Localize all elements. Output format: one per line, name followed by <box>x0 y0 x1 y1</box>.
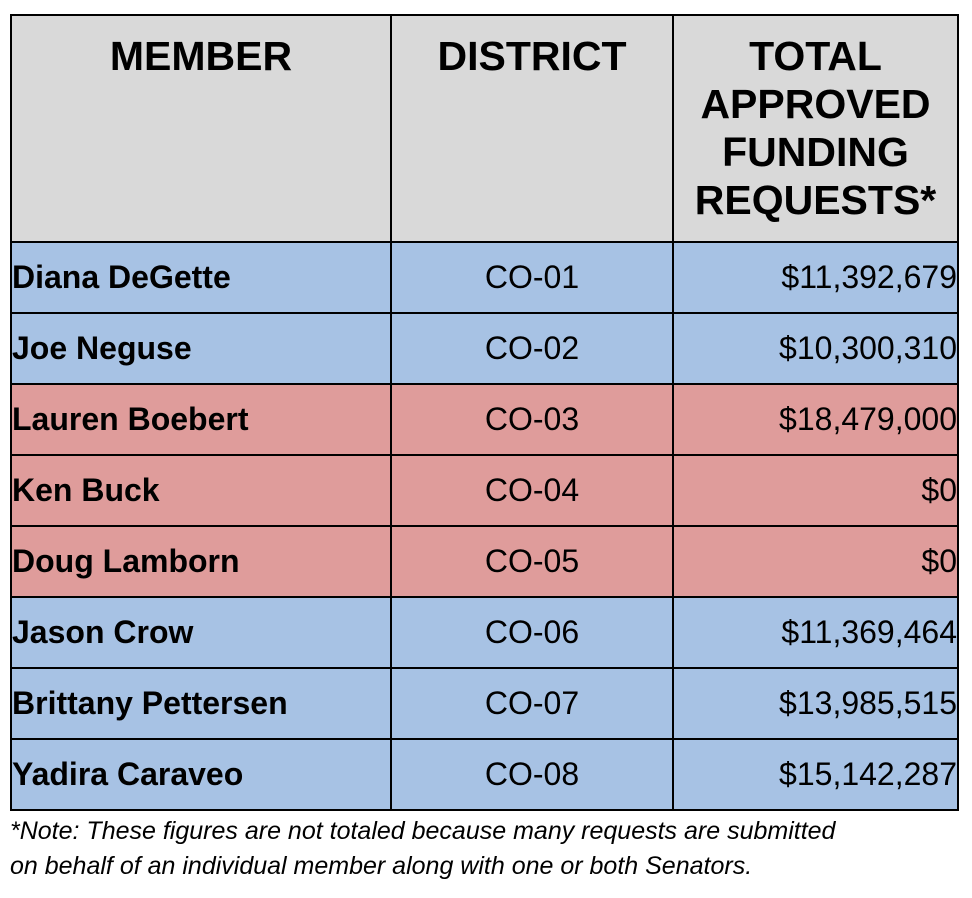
district-code: CO-03 <box>390 383 674 456</box>
table-row: Diana DeGette CO-01 $11,392,679 <box>10 241 959 314</box>
district-code: CO-08 <box>390 738 674 811</box>
table-row: Jason Crow CO-06 $11,369,464 <box>10 596 959 669</box>
member-name: Lauren Boebert <box>10 383 392 456</box>
member-name: Yadira Caraveo <box>10 738 392 811</box>
funding-amount: $15,142,287 <box>672 738 959 811</box>
table-row: Lauren Boebert CO-03 $18,479,000 <box>10 383 959 456</box>
funding-amount: $11,369,464 <box>672 596 959 669</box>
member-name: Brittany Pettersen <box>10 667 392 740</box>
funding-amount: $18,479,000 <box>672 383 959 456</box>
member-name: Ken Buck <box>10 454 392 527</box>
funding-amount: $10,300,310 <box>672 312 959 385</box>
member-name: Joe Neguse <box>10 312 392 385</box>
district-code: CO-04 <box>390 454 674 527</box>
table-row: Doug Lamborn CO-05 $0 <box>10 525 959 598</box>
district-code: CO-02 <box>390 312 674 385</box>
footnote: *Note: These figures are not totaled bec… <box>10 814 970 884</box>
table-header-row: MEMBER DISTRICT TOTAL APPROVED FUNDING R… <box>10 14 959 243</box>
district-code: CO-05 <box>390 525 674 598</box>
table-row: Joe Neguse CO-02 $10,300,310 <box>10 312 959 385</box>
funding-table: MEMBER DISTRICT TOTAL APPROVED FUNDING R… <box>10 14 959 811</box>
footnote-line-2: on behalf of an individual member along … <box>10 852 753 880</box>
header-district: DISTRICT <box>390 14 674 243</box>
district-code: CO-07 <box>390 667 674 740</box>
member-name: Diana DeGette <box>10 241 392 314</box>
funding-amount: $13,985,515 <box>672 667 959 740</box>
funding-amount: $0 <box>672 525 959 598</box>
funding-amount: $11,392,679 <box>672 241 959 314</box>
member-name: Jason Crow <box>10 596 392 669</box>
table-row: Brittany Pettersen CO-07 $13,985,515 <box>10 667 959 740</box>
member-name: Doug Lamborn <box>10 525 392 598</box>
funding-amount: $0 <box>672 454 959 527</box>
district-code: CO-06 <box>390 596 674 669</box>
table-row: Yadira Caraveo CO-08 $15,142,287 <box>10 738 959 811</box>
footnote-line-1: *Note: These figures are not totaled bec… <box>10 817 836 845</box>
table-row: Ken Buck CO-04 $0 <box>10 454 959 527</box>
district-code: CO-01 <box>390 241 674 314</box>
header-total-approved-funding-requests: TOTAL APPROVED FUNDING REQUESTS* <box>672 14 959 243</box>
header-member: MEMBER <box>10 14 392 243</box>
